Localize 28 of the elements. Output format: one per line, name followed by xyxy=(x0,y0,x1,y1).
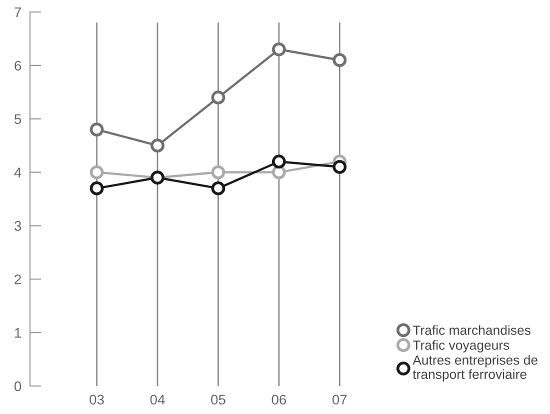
legend-label: Trafic marchandises xyxy=(412,325,530,335)
y-tick-label: 1 xyxy=(15,328,21,338)
point xyxy=(272,42,286,56)
point xyxy=(332,160,347,174)
point xyxy=(150,138,164,153)
point xyxy=(211,165,226,180)
point xyxy=(211,181,226,196)
y-tick-label: 0 xyxy=(14,381,22,392)
x-tick-label: 07 xyxy=(332,394,347,405)
point xyxy=(90,122,104,136)
y-tick-label: 4 xyxy=(14,168,22,178)
point xyxy=(90,165,104,180)
y-tick-label: 3 xyxy=(14,221,22,231)
y-tick-label: 2 xyxy=(14,274,21,284)
x-tick-label: 05 xyxy=(211,394,226,405)
point xyxy=(272,154,286,169)
point xyxy=(90,181,104,196)
y-tick-label: 5 xyxy=(14,114,22,124)
legend-label: Trafic voyageurs xyxy=(412,340,510,352)
x-tick-label: 04 xyxy=(150,394,165,405)
x-tick-label: 03 xyxy=(90,394,104,405)
point xyxy=(332,53,347,68)
x-tick-label: 06 xyxy=(272,394,286,405)
point xyxy=(272,165,286,180)
y-tick-label: 6 xyxy=(14,60,22,71)
legend-label: Autres entreprises de transport ferroviaire xyxy=(412,355,538,382)
point xyxy=(211,90,226,104)
y-tick-label: 7 xyxy=(14,7,21,18)
